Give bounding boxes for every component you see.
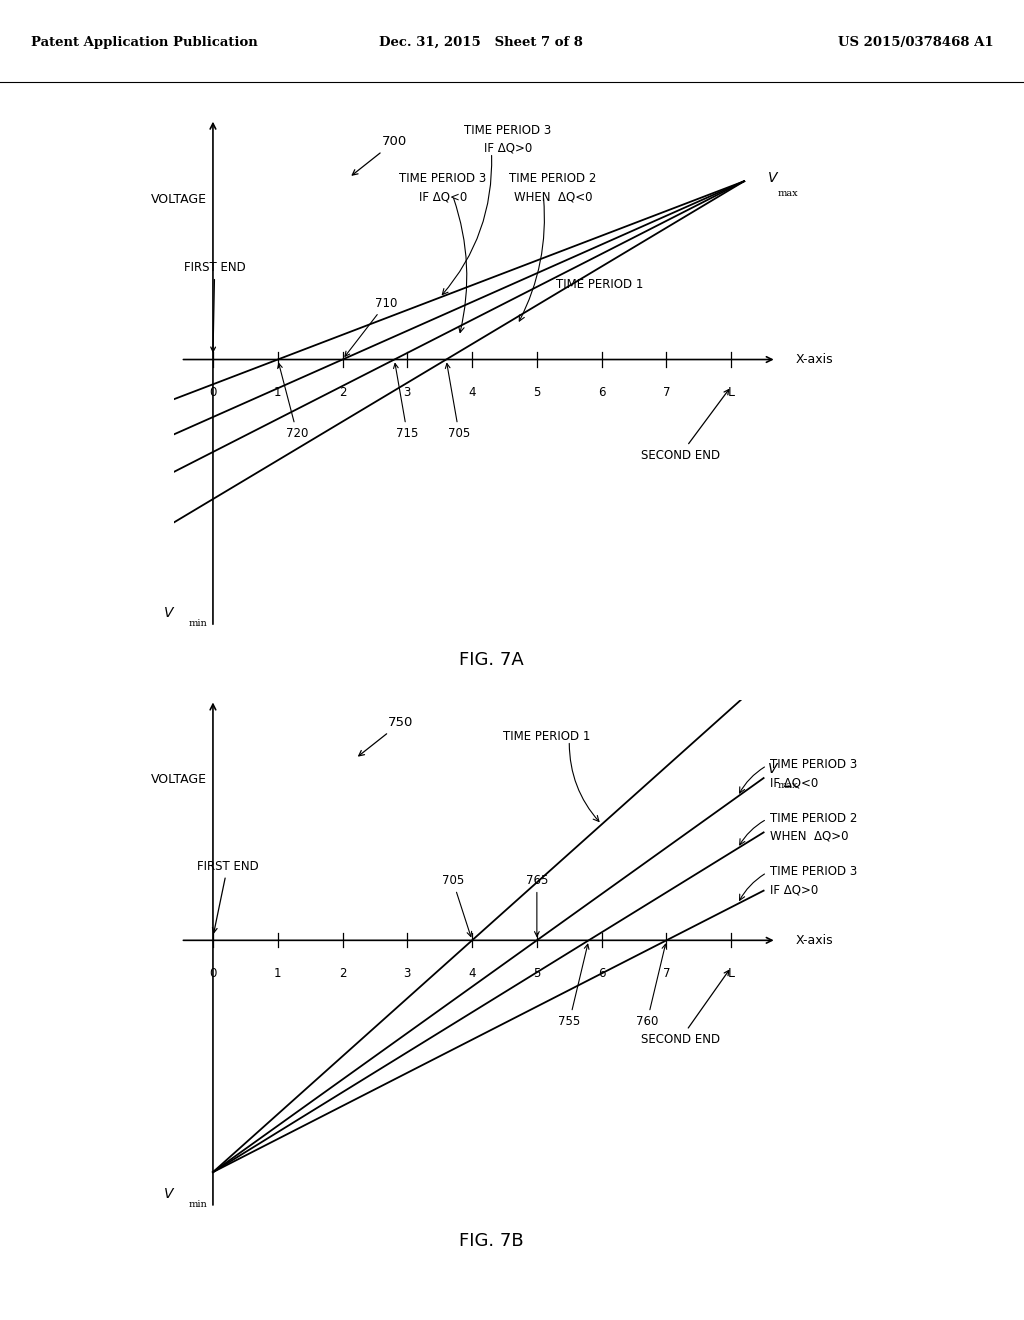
Text: VOLTAGE: VOLTAGE [152,774,207,787]
Text: TIME PERIOD 3: TIME PERIOD 3 [770,759,857,771]
Text: WHEN  ΔQ<0: WHEN ΔQ<0 [514,190,592,203]
Text: $V$: $V$ [767,170,779,185]
Text: X-axis: X-axis [796,352,834,366]
Text: min: min [188,619,207,628]
Text: IF ΔQ>0: IF ΔQ>0 [770,883,818,896]
Text: FIRST END: FIRST END [197,859,258,933]
Text: L: L [728,968,734,979]
Text: 710: 710 [345,297,397,356]
Text: 2: 2 [339,387,346,399]
Text: $V$: $V$ [163,1187,175,1200]
Text: 4: 4 [468,387,476,399]
Text: max: max [778,189,799,198]
Text: 0: 0 [209,968,217,979]
Text: 7: 7 [663,387,670,399]
Text: 7: 7 [663,968,670,979]
Text: WHEN  ΔQ>0: WHEN ΔQ>0 [770,830,849,842]
Text: FIG. 7B: FIG. 7B [459,1232,524,1250]
Text: TIME PERIOD 2: TIME PERIOD 2 [509,173,597,185]
Text: 700: 700 [352,136,407,176]
Text: 705: 705 [441,874,472,936]
Text: IF ΔQ<0: IF ΔQ<0 [770,776,818,789]
Text: FIG. 7A: FIG. 7A [459,651,524,669]
Text: TIME PERIOD 3: TIME PERIOD 3 [399,173,486,185]
Text: 705: 705 [445,363,470,441]
Text: 6: 6 [598,387,605,399]
Text: US 2015/0378468 A1: US 2015/0378468 A1 [838,36,993,49]
Text: 0: 0 [209,387,217,399]
Text: 720: 720 [278,363,308,441]
Text: max: max [778,780,799,789]
Text: X-axis: X-axis [796,933,834,946]
Text: TIME PERIOD 3: TIME PERIOD 3 [770,866,857,878]
Text: IF ΔQ>0: IF ΔQ>0 [483,143,531,154]
Text: 750: 750 [358,717,414,756]
Text: 5: 5 [534,387,541,399]
Text: 2: 2 [339,968,346,979]
Text: VOLTAGE: VOLTAGE [152,193,207,206]
Text: $V$: $V$ [767,762,779,776]
Text: SECOND END: SECOND END [641,389,729,462]
Text: TIME PERIOD 1: TIME PERIOD 1 [556,279,644,292]
Text: TIME PERIOD 2: TIME PERIOD 2 [770,812,857,825]
Text: min: min [188,1200,207,1209]
Text: 3: 3 [403,968,411,979]
Text: 1: 1 [274,968,282,979]
Text: 765: 765 [525,874,548,936]
Text: $V$: $V$ [163,606,175,619]
Text: TIME PERIOD 3: TIME PERIOD 3 [464,124,551,137]
Text: Dec. 31, 2015   Sheet 7 of 8: Dec. 31, 2015 Sheet 7 of 8 [379,36,584,49]
Text: 4: 4 [468,968,476,979]
Text: 5: 5 [534,968,541,979]
Text: 715: 715 [393,363,419,441]
Text: TIME PERIOD 1: TIME PERIOD 1 [503,730,590,743]
Text: IF ΔQ<0: IF ΔQ<0 [419,190,467,203]
Text: 6: 6 [598,968,605,979]
Text: 1: 1 [274,387,282,399]
Text: FIRST END: FIRST END [183,261,246,352]
Text: 755: 755 [558,944,589,1028]
Text: 760: 760 [636,944,667,1028]
Text: 3: 3 [403,387,411,399]
Text: SECOND END: SECOND END [641,970,729,1045]
Text: L: L [728,387,734,399]
Text: Patent Application Publication: Patent Application Publication [31,36,257,49]
